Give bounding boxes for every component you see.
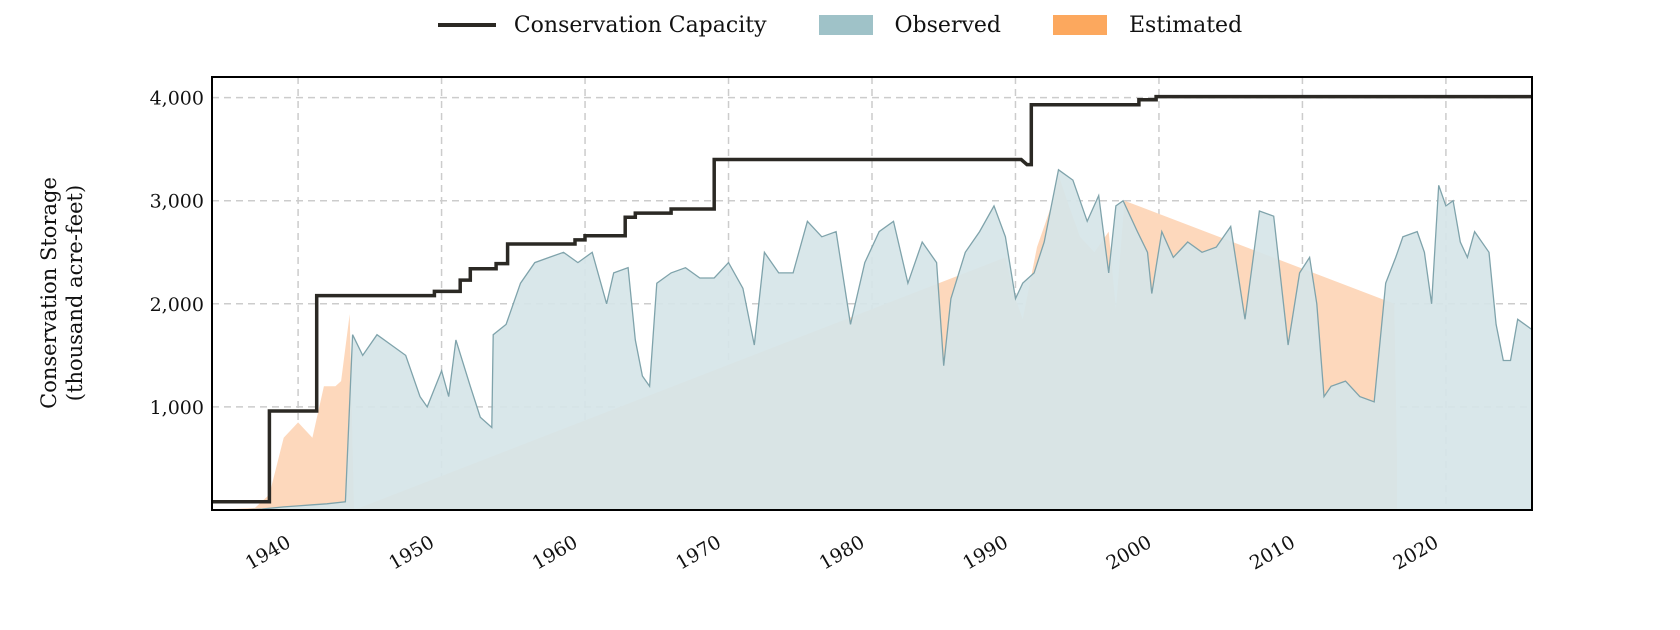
x-tick-label: 1960 xyxy=(529,531,582,574)
y-tick-label: 2,000 xyxy=(150,294,204,316)
y-axis-label-line1: Conservation Storage xyxy=(37,177,61,409)
x-tick-label: 2000 xyxy=(1103,531,1156,574)
observed-area xyxy=(212,169,1532,511)
x-tick-label: 1990 xyxy=(959,531,1012,574)
legend-swatch-capacity xyxy=(437,23,496,27)
y-axis-label-line2: (thousand acre-feet) xyxy=(63,185,87,401)
observed-line xyxy=(212,168,1533,511)
plot-frame xyxy=(211,76,1533,511)
y-tick-label: 3,000 xyxy=(150,191,204,213)
y-tick-label: 4,000 xyxy=(150,88,204,110)
capacity-line xyxy=(212,94,1532,504)
legend-label-capacity: Conservation Capacity xyxy=(513,12,767,38)
x-tick-label: 2010 xyxy=(1246,531,1299,574)
y-tick-label: 1,000 xyxy=(150,397,204,419)
legend-swatch-observed xyxy=(818,15,873,35)
legend-item-observed: Observed xyxy=(818,12,1001,38)
x-tick-label: 1940 xyxy=(242,531,295,574)
x-tick-label: 1980 xyxy=(816,531,869,574)
data-lines xyxy=(212,94,1532,504)
legend-item-capacity: Conservation Capacity xyxy=(437,12,767,38)
legend-item-estimated: Estimated xyxy=(1053,13,1242,38)
legend-label-estimated: Estimated xyxy=(1129,12,1243,38)
data-areas xyxy=(212,168,1533,511)
x-tick-label: 1950 xyxy=(385,531,438,574)
legend-label-observed: Observed xyxy=(894,12,1001,38)
x-tick-label: 2020 xyxy=(1390,531,1443,574)
x-tick-label: 1970 xyxy=(672,531,725,574)
legend-swatch-estimated xyxy=(1053,15,1107,35)
chart-legend: Conservation Capacity Observed Estimated xyxy=(0,8,1680,42)
